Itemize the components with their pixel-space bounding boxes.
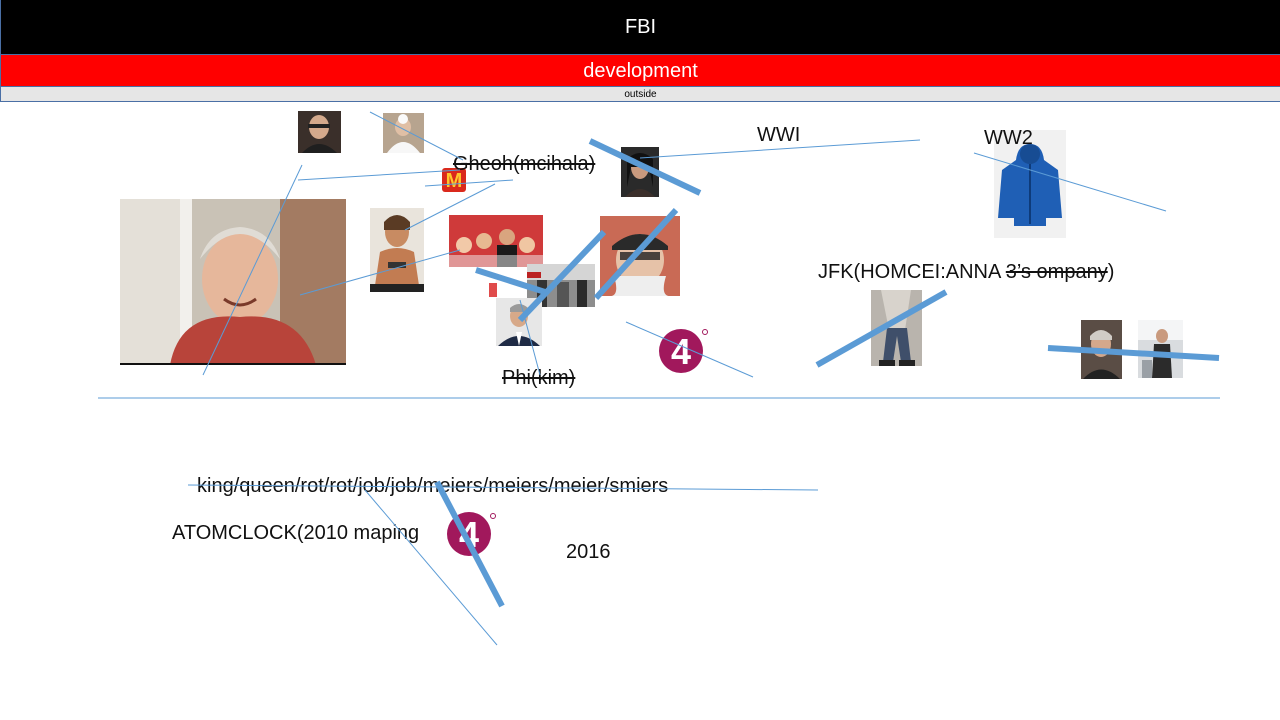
- label-gheoh: Gheoh(mcihala): [453, 153, 596, 175]
- channel-four-logo-numeral: 4: [671, 331, 691, 372]
- channel-four-logo-2-numeral: 4: [459, 514, 479, 555]
- photo-man-standing: [1138, 320, 1183, 378]
- label-jfk-strike: 3’s ompany: [1005, 261, 1108, 283]
- channel-four-logo-2: 4: [447, 512, 497, 558]
- label-ww2: WW2: [984, 127, 1033, 149]
- label-wwi: WWI: [757, 124, 801, 146]
- photo-long-hair-man: [621, 147, 659, 197]
- photo-shirtless-man: [370, 208, 424, 292]
- label-jfk: JFK(HOMCEI:ANNA 3’s ompany): [818, 262, 1114, 282]
- label-year: 2016: [566, 541, 611, 563]
- photo-man-glasses: [298, 111, 341, 153]
- photo-smiling-man: [120, 199, 346, 365]
- header-caption: outside: [0, 87, 1280, 102]
- strike-mark: [1047, 345, 1220, 361]
- photo-crowd: [449, 215, 543, 267]
- photo-pope: [383, 113, 424, 153]
- connector-line: [297, 169, 461, 181]
- label-atomclock: ATOMCLOCK(2010 maping: [172, 522, 420, 544]
- photo-person-jeans: [871, 290, 922, 366]
- channel-four-logo: 4: [659, 327, 709, 373]
- header-subtitle: development: [0, 54, 1280, 87]
- photo-small-red-tag: [489, 283, 497, 297]
- connector-line: [424, 179, 514, 187]
- photo-man-grey-hair: [1081, 320, 1122, 379]
- label-jfk-close: ): [1107, 261, 1115, 283]
- photo-man-cap: [600, 216, 680, 296]
- photo-man-suit: [496, 298, 542, 346]
- header-title: FBI: [0, 0, 1280, 54]
- label-king-list: king/queen/rot/rot/job/job/meiers/meiers…: [197, 475, 669, 497]
- label-phi: Phi(kim): [502, 367, 576, 389]
- label-jfk-main: JFK(HOMCEI:ANNA: [818, 261, 1006, 283]
